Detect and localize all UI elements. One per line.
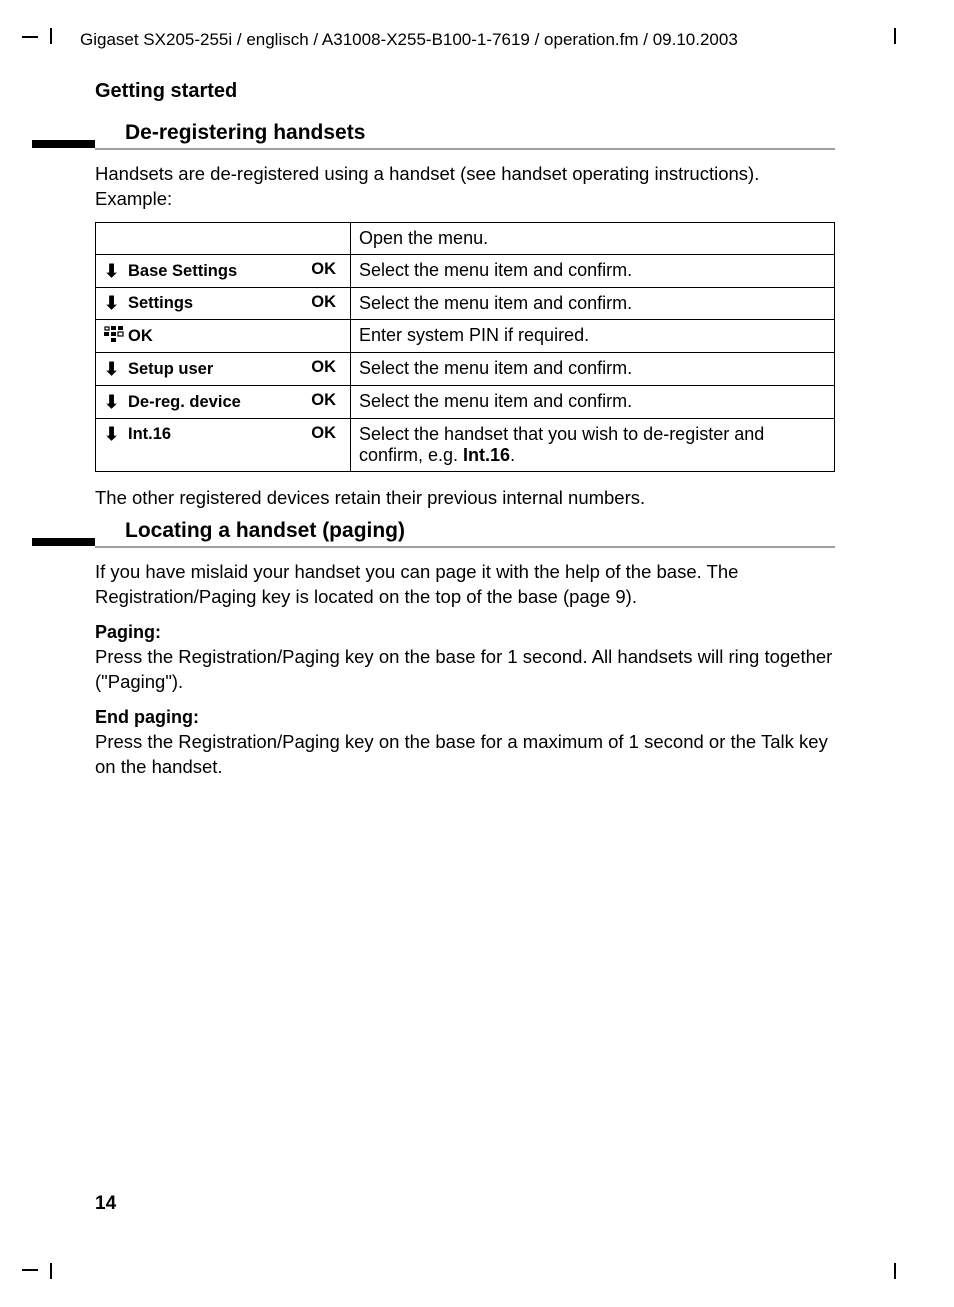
crop-mark [894,28,896,44]
step-description-cell: Open the menu. [351,222,835,254]
step-action-cell: ⬇Base Settings OK [96,254,351,287]
table-row: ⬇Base Settings OK Select the menu item and… [96,254,835,287]
ok-label: OK [311,293,342,312]
step-action-cell: OK [96,320,351,353]
step-description-cell: Select the menu item and confirm. [351,353,835,386]
crop-mark [22,1269,38,1271]
paragraph: The other registered devices retain thei… [95,486,835,511]
paragraph: Handsets are de-registered using a hands… [95,162,835,212]
step-description-cell: Select the handset that you wish to de-r… [351,418,835,471]
table-row: ⬇Settings OK Select the menu item and conf… [96,287,835,320]
step-action-cell: ⬇Int.16 OK [96,418,351,471]
paragraph: Press the Registration/Paging key on the… [95,645,835,695]
table-row: OK Enter system PIN if required. [96,320,835,353]
crop-mark [50,1263,52,1279]
table-row: ⬇Int.16OKSelect the handset that you wis… [96,418,835,471]
down-arrow-icon: ⬇ [104,261,128,282]
menu-item-label: Int.16 [128,425,258,444]
heading-dereg: De-registering handsets [95,121,835,150]
paragraph: If you have mislaid your handset you can… [95,560,835,610]
table-row: Open the menu. [96,222,835,254]
crop-mark [894,1263,896,1279]
heading-bar [32,538,95,546]
step-description-cell: Select the menu item and confirm. [351,385,835,418]
menu-item-label: Base Settings [128,262,258,281]
crop-mark [22,36,38,38]
down-arrow-icon: ⬇ [104,392,128,413]
running-header: Gigaset SX205-255i / englisch / A31008-X… [80,30,874,50]
keypad-icon [104,326,124,347]
table-row: ⬇De-reg. device OK Select the menu item an… [96,385,835,418]
ok-label: OK [311,391,342,410]
step-action-cell: ⬇Settings OK [96,287,351,320]
down-arrow-icon: ⬇ [104,293,128,314]
desc-text: Select the handset that you wish to de-r… [359,424,764,465]
crop-mark [50,28,52,44]
menu-item-label: Settings [128,294,258,313]
ok-label: OK [311,358,342,377]
step-action-cell: ⬇Setup user OK [96,353,351,386]
table-row: ⬇Setup user OK Select the menu item and co… [96,353,835,386]
step-action-cell: ⬇De-reg. device OK [96,385,351,418]
step-description-cell: Select the menu item and confirm. [351,287,835,320]
step-action-cell [96,222,351,254]
step-description-cell: Select the menu item and confirm. [351,254,835,287]
paragraph: Press the Registration/Paging key on the… [95,730,835,780]
down-arrow-icon: ⬇ [104,424,128,445]
heading-paging: Locating a handset (paging) [95,519,835,548]
menu-item-label: OK [128,327,153,346]
menu-item-label: De-reg. device [128,393,258,412]
menu-item-label: Setup user [128,360,258,379]
desc-text: . [510,445,515,465]
section-title: Getting started [95,80,835,103]
page-number: 14 [95,1193,116,1215]
ok-label: OK [311,260,342,279]
heading-bar [32,140,95,148]
down-arrow-icon: ⬇ [104,359,128,380]
paging-label: Paging: [95,622,835,643]
desc-bold: Int.16 [463,445,510,465]
menu-steps-table: Open the menu.⬇Base SettingsOKSelect the… [95,222,835,472]
end-paging-label: End paging: [95,707,835,728]
step-description-cell: Enter system PIN if required. [351,320,835,353]
ok-label: OK [311,424,342,443]
